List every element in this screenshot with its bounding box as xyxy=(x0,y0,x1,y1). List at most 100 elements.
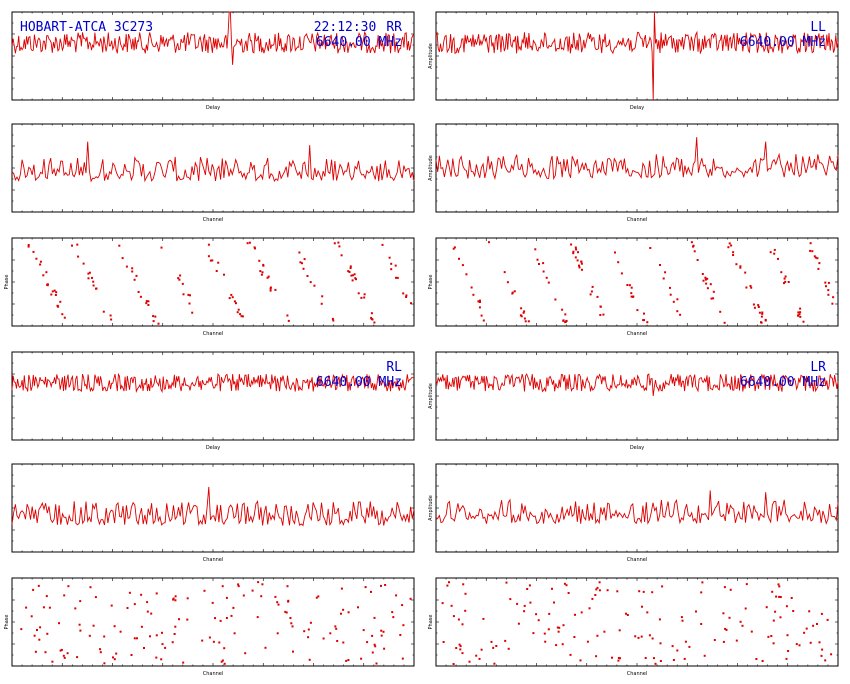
lr-phase-phase-point xyxy=(482,617,485,620)
rl-phase-phase-point xyxy=(146,610,149,613)
lr-phase-phase-point xyxy=(703,654,706,657)
lr-phase-phase-point xyxy=(492,646,495,649)
lr-phase-phase-point xyxy=(792,610,795,612)
ll-phase-phase-point xyxy=(461,264,464,267)
rr-phase-phase-point xyxy=(147,304,150,306)
ll-phase-phase-point xyxy=(576,259,579,262)
lr-phase-phase-point xyxy=(565,584,568,587)
rr-phase-phase-point xyxy=(350,274,353,277)
rl-phase-phase-point xyxy=(292,650,294,653)
rr-phase-phase-point xyxy=(177,277,180,280)
rl-phase-phase-point xyxy=(201,639,204,642)
rl-phase-phase-point xyxy=(308,658,311,661)
rl-phase-phase-point xyxy=(307,628,310,631)
rl-phase-phase-point xyxy=(307,636,310,639)
rr-phase-phase-point xyxy=(337,241,340,244)
lr-phase-phase-point xyxy=(724,627,727,630)
ll-phase-phase-point xyxy=(679,313,682,316)
lr-phase-phase-point xyxy=(661,585,664,588)
lr-phase-phase-point xyxy=(567,592,570,594)
lr-phase-phase-point xyxy=(547,628,550,631)
ll-phase-phase-point xyxy=(672,300,675,303)
lr-phase-phase-point xyxy=(556,626,559,629)
rl-phase-phase-point xyxy=(171,641,174,644)
lr-phase-phase-point xyxy=(586,640,589,643)
lr-phase-phase-point xyxy=(672,659,675,661)
ll-phase-phase-point xyxy=(723,321,726,324)
lr-phase-phase-point xyxy=(820,612,823,615)
lr-phase-phase-point xyxy=(785,657,788,660)
ll-phase-phase-point xyxy=(538,263,540,265)
pol-label-ll: LL xyxy=(810,20,826,35)
lr-phase-phase-point xyxy=(654,662,657,665)
ll-phase-phase-point xyxy=(811,250,814,253)
ll-phase-phase-point xyxy=(575,248,578,251)
rl-phase-phase-point xyxy=(303,630,306,633)
ll-phase-phase-point xyxy=(554,298,557,301)
ll-phase-phase-point xyxy=(809,249,812,252)
ll-phase-phase-point xyxy=(758,311,761,314)
lr-phase-phase-point xyxy=(461,652,464,655)
rl-phase-phase-point xyxy=(317,595,320,598)
rl-phase-phase-point xyxy=(25,606,28,609)
rr-phase-phase-point xyxy=(189,294,191,297)
rr-phase-phase-point xyxy=(261,271,264,274)
ll-phase-phase-point xyxy=(599,314,602,316)
lr-phase-phase-point xyxy=(638,590,641,593)
ll-phase-phase-point xyxy=(506,281,509,284)
ll-phase-phase-point xyxy=(565,320,567,323)
lr-phase-phase-point xyxy=(642,590,645,593)
lr-phase-phase-point xyxy=(448,581,450,584)
rr-phase-phase-point xyxy=(390,262,393,265)
rl-delay-chart: Delay xyxy=(11,351,415,451)
rl-phase-phase-point xyxy=(42,606,45,609)
rl-phase-phase-point xyxy=(256,616,259,619)
rl-phase-phase-point xyxy=(380,634,383,637)
ll-phase-phase-point xyxy=(617,261,620,264)
lr-phase-phase-point xyxy=(553,601,555,604)
rr-phase-phase-point xyxy=(410,302,412,305)
rl-phase-phase-point xyxy=(223,647,226,650)
lr-phase-phase-point xyxy=(653,657,655,660)
ll-phase-frame xyxy=(435,237,839,327)
rl-phase-phase-point xyxy=(289,617,292,619)
ll-phase-phase-point xyxy=(458,257,460,260)
rl-phase-phase-point xyxy=(63,594,66,597)
rl-phase-phase-point xyxy=(36,629,38,631)
rl-phase-phase-point xyxy=(223,662,226,665)
lr-delay-frame xyxy=(435,351,839,441)
rl-phase-phase-point xyxy=(58,622,60,625)
rl-phase-phase-point xyxy=(219,619,222,622)
rr-channel-chart: Channel xyxy=(11,123,415,223)
rr-phase-phase-point xyxy=(32,250,35,253)
rr-phase-phase-point xyxy=(39,260,42,263)
rl-phase-phase-point xyxy=(51,660,54,663)
rl-phase-phase-point xyxy=(99,651,102,654)
rl-phase-phase-point xyxy=(225,596,228,599)
rl-phase-phase-point xyxy=(287,599,290,602)
rr-phase-phase-point xyxy=(349,267,352,269)
rr-phase-phase-point xyxy=(63,316,66,319)
lr-phase-phase-point xyxy=(504,639,507,642)
lr-phase-phase-point xyxy=(684,640,687,643)
rr-phase-phase-point xyxy=(363,296,366,299)
rr-phase-phase-point xyxy=(303,258,306,261)
rl-phase-phase-point xyxy=(146,601,149,604)
rr-phase-phase-point xyxy=(154,315,157,318)
lr-phase-xlabel: Channel xyxy=(627,671,648,677)
lr-phase-phase-point xyxy=(695,610,697,613)
ll-phase-phase-point xyxy=(503,271,506,274)
rr-phase-phase-point xyxy=(59,300,62,303)
rr-phase-phase-point xyxy=(152,320,155,323)
rl-phase-phase-point xyxy=(88,634,91,637)
lr-phase-phase-point xyxy=(475,654,478,657)
rl-phase-phase-point xyxy=(103,635,106,638)
ll-phase-phase-point xyxy=(787,281,790,283)
ll-phase-phase-point xyxy=(739,266,742,269)
ll-phase-phase-point xyxy=(511,292,514,295)
time-pol-label-rr: 22:12:30 RR xyxy=(314,20,402,35)
lr-phase-phase-point xyxy=(507,647,510,650)
rr-phase-phase-point xyxy=(188,302,191,305)
source-label: HOBART-ATCA 3C273 xyxy=(20,20,153,35)
ll-phase-phase-point xyxy=(542,270,545,273)
